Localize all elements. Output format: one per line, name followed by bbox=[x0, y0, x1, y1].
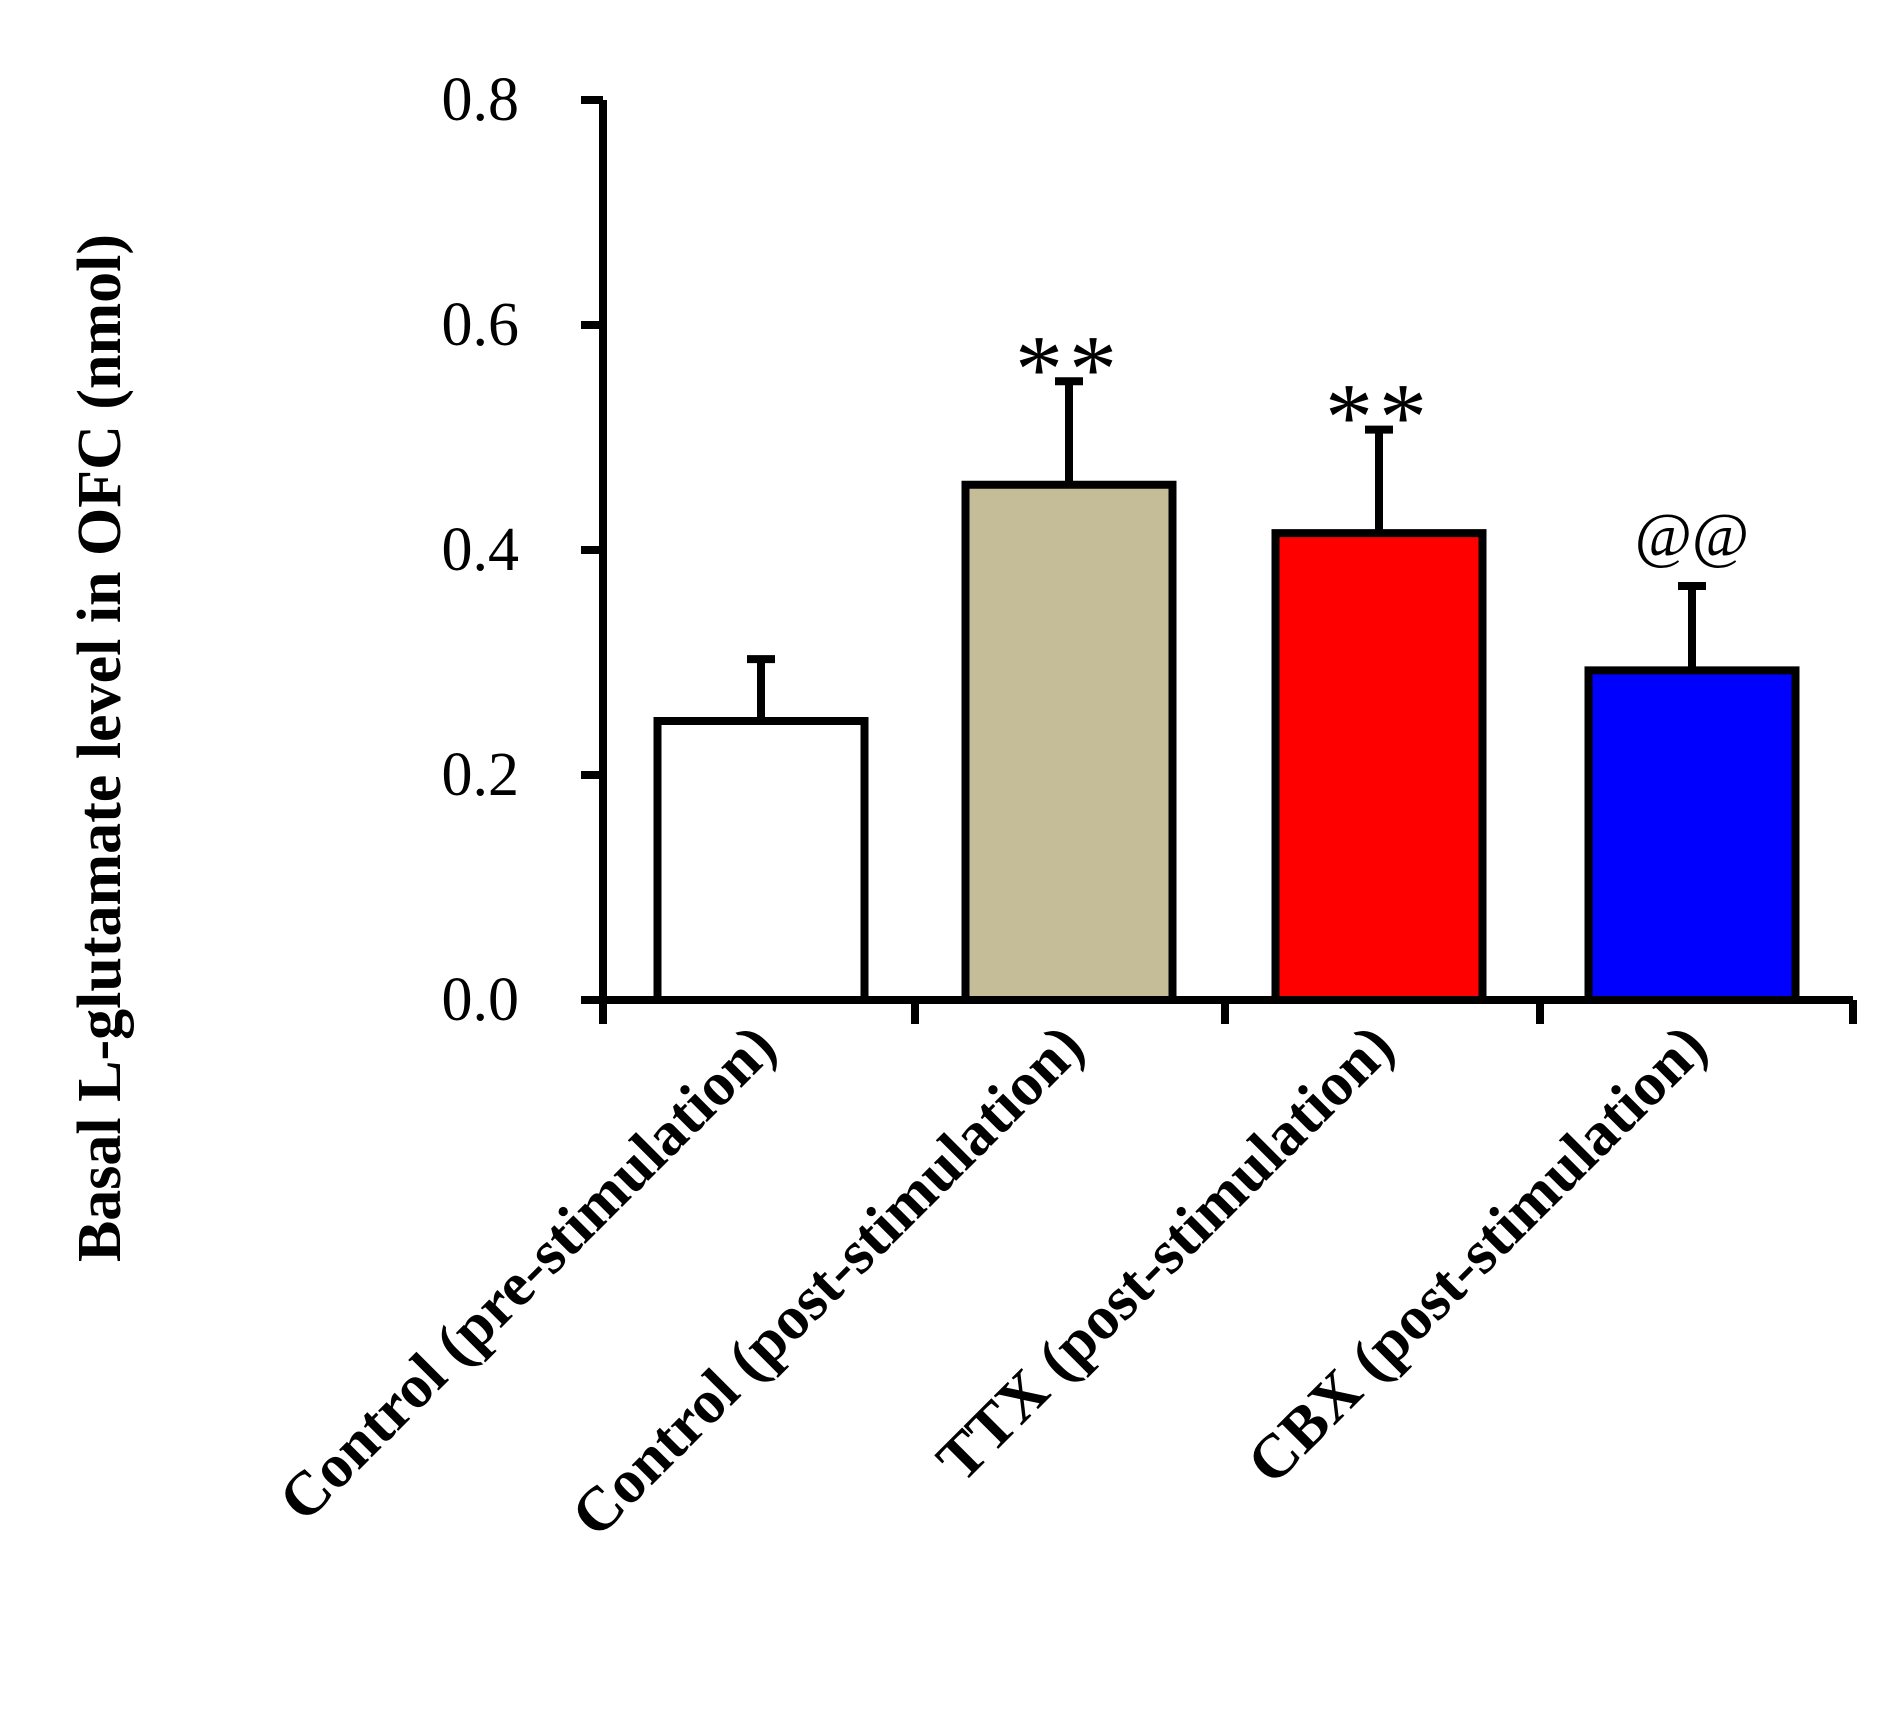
bar bbox=[653, 717, 869, 1004]
y-axis: 0.0 0.2 0.4 0.6 0.8 bbox=[442, 66, 607, 1034]
x-tick-label: Control (post-stimulation) bbox=[559, 1012, 1097, 1550]
significance-label: ** bbox=[1325, 364, 1433, 471]
y-tick-label: 0.6 bbox=[442, 291, 520, 359]
y-tick-label: 0.0 bbox=[442, 966, 520, 1034]
bar bbox=[1271, 529, 1487, 1004]
y-axis-title: Basal L-glutamate level in OFC (nmol) bbox=[66, 234, 134, 1262]
bar bbox=[961, 480, 1177, 1004]
x-tick-label: Control (pre-stimulation) bbox=[266, 1012, 789, 1535]
significance-label: ** bbox=[1015, 315, 1123, 422]
y-tick-label: 0.4 bbox=[442, 516, 520, 584]
x-axis: Control (pre-stimulation)Control (post-s… bbox=[266, 996, 1857, 1550]
bar bbox=[1584, 666, 1800, 1004]
significance-label: @@ bbox=[1635, 502, 1749, 570]
y-tick-label: 0.8 bbox=[442, 66, 520, 134]
bars: ** ** @@ bbox=[653, 315, 1800, 1004]
y-tick-label: 0.2 bbox=[442, 741, 520, 809]
